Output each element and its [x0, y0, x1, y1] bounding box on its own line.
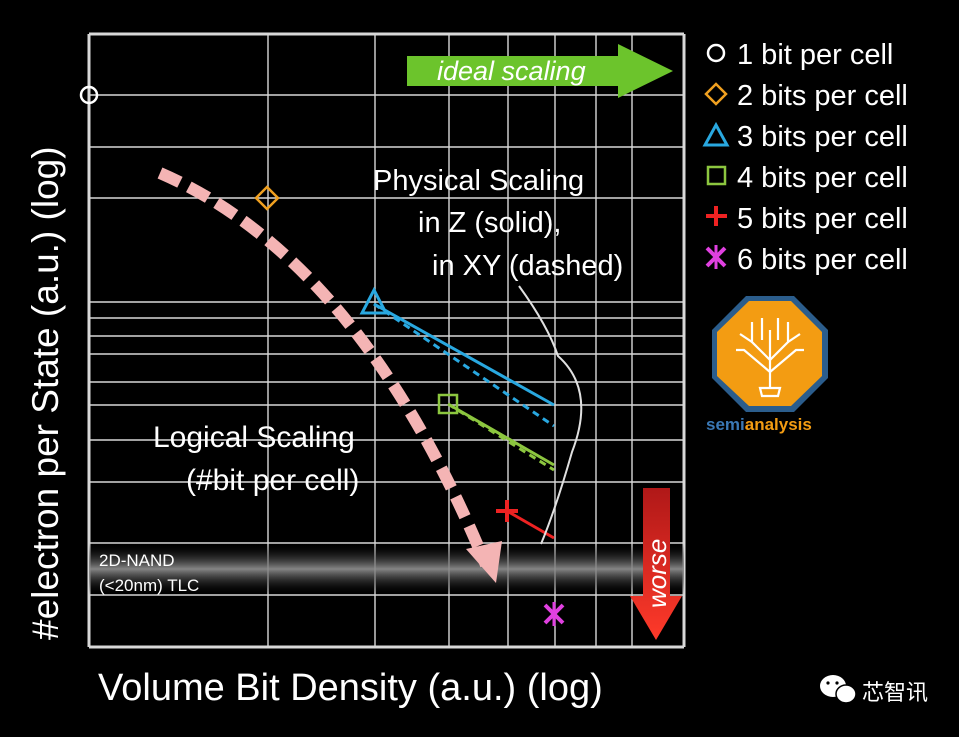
- logo-circuit-tree-icon: [736, 318, 804, 398]
- scaling-line-5bit-solid: [506, 509, 555, 540]
- x-axis-label: Volume Bit Density (a.u.) (log): [98, 667, 603, 709]
- marker-4-bits: [437, 393, 459, 415]
- scaling-line-4bit-dashed: [447, 402, 555, 472]
- logical-scaling-arrow: [157, 167, 502, 583]
- logo-text-analysis: analysis: [745, 415, 812, 434]
- legend-label: 6 bits per cell: [737, 244, 908, 276]
- legend-item-2-bits: 2 bits per cell: [704, 80, 908, 112]
- legend-diamond-icon: [704, 82, 728, 106]
- marker-1-bit: [79, 85, 99, 105]
- svg-text:semianalysis: semianalysis: [706, 415, 812, 434]
- legend-item-6-bits: 6 bits per cell: [705, 244, 908, 276]
- legend-item-4-bits: 4 bits per cell: [706, 162, 908, 194]
- physical-scaling-lines: [373, 285, 583, 545]
- legend-label: 3 bits per cell: [737, 121, 908, 153]
- worse-label: worse: [642, 539, 672, 608]
- legend-label: 4 bits per cell: [737, 162, 908, 194]
- reference-band-label-2: (<20nm) TLC: [99, 576, 199, 595]
- legend-item-5-bits: 5 bits per cell: [706, 203, 908, 235]
- legend-x-icon: [705, 245, 727, 269]
- ideal-scaling-label: ideal scaling: [437, 56, 586, 86]
- logical-scaling-line-1: Logical Scaling: [153, 421, 355, 454]
- logical-scaling-arrow-shaft: [157, 167, 492, 568]
- wechat-icon: [820, 675, 857, 704]
- physical-scaling-line-2: in Z (solid),: [418, 207, 561, 239]
- watermark-text: 芯智讯: [862, 680, 928, 705]
- legend-label: 2 bits per cell: [737, 80, 908, 112]
- marker-3-bits: [359, 286, 389, 315]
- legend-label: 5 bits per cell: [737, 203, 908, 235]
- ideal-scaling-arrow-shape: [407, 44, 673, 98]
- semianalysis-logo: semianalysis: [706, 296, 828, 434]
- reference-band-label-1: 2D-NAND: [99, 551, 175, 570]
- legend-item-1-bit: 1 bit per cell: [706, 39, 893, 71]
- logo-text-semi: semi: [706, 415, 745, 434]
- worse-arrow-shape: [630, 488, 682, 640]
- ideal-scaling-arrow: ideal scaling: [407, 44, 673, 98]
- legend: 1 bit per cell 2 bits per cell 3 bits pe…: [702, 39, 908, 276]
- worse-arrow: worse: [630, 488, 682, 640]
- logical-scaling-annotation: Logical Scaling (#bit per cell): [153, 421, 359, 497]
- legend-item-3-bits: 3 bits per cell: [702, 121, 908, 153]
- physical-scaling-bracket: [518, 285, 583, 545]
- legend-label: 1 bit per cell: [737, 39, 893, 71]
- marker-6-bits: [543, 602, 565, 626]
- scaling-line-4bit-solid: [447, 402, 555, 467]
- logical-scaling-arrow-head: [466, 541, 502, 583]
- reference-band-shade: [89, 543, 684, 595]
- physical-scaling-line-3: in XY (dashed): [432, 250, 623, 282]
- legend-triangle-icon: [702, 121, 730, 147]
- scaling-line-3bit-dashed: [373, 302, 555, 428]
- physical-scaling-line-1: Physical Scaling: [373, 165, 584, 197]
- legend-square-icon: [706, 165, 727, 186]
- data-markers: [79, 85, 565, 626]
- legend-plus-icon: [706, 206, 727, 226]
- marker-5-bits: [496, 500, 518, 522]
- marker-2-bits: [254, 185, 280, 211]
- legend-circle-icon: [706, 43, 726, 63]
- watermark: 芯智讯: [820, 675, 928, 705]
- logical-scaling-line-2: (#bit per cell): [186, 464, 359, 497]
- physical-scaling-annotation: Physical Scaling in Z (solid), in XY (da…: [373, 165, 623, 282]
- reference-band: 2D-NAND (<20nm) TLC: [89, 543, 684, 595]
- y-axis-label: #electron per State (a.u.) (log): [25, 146, 66, 640]
- scaling-line-3bit-solid: [373, 302, 555, 407]
